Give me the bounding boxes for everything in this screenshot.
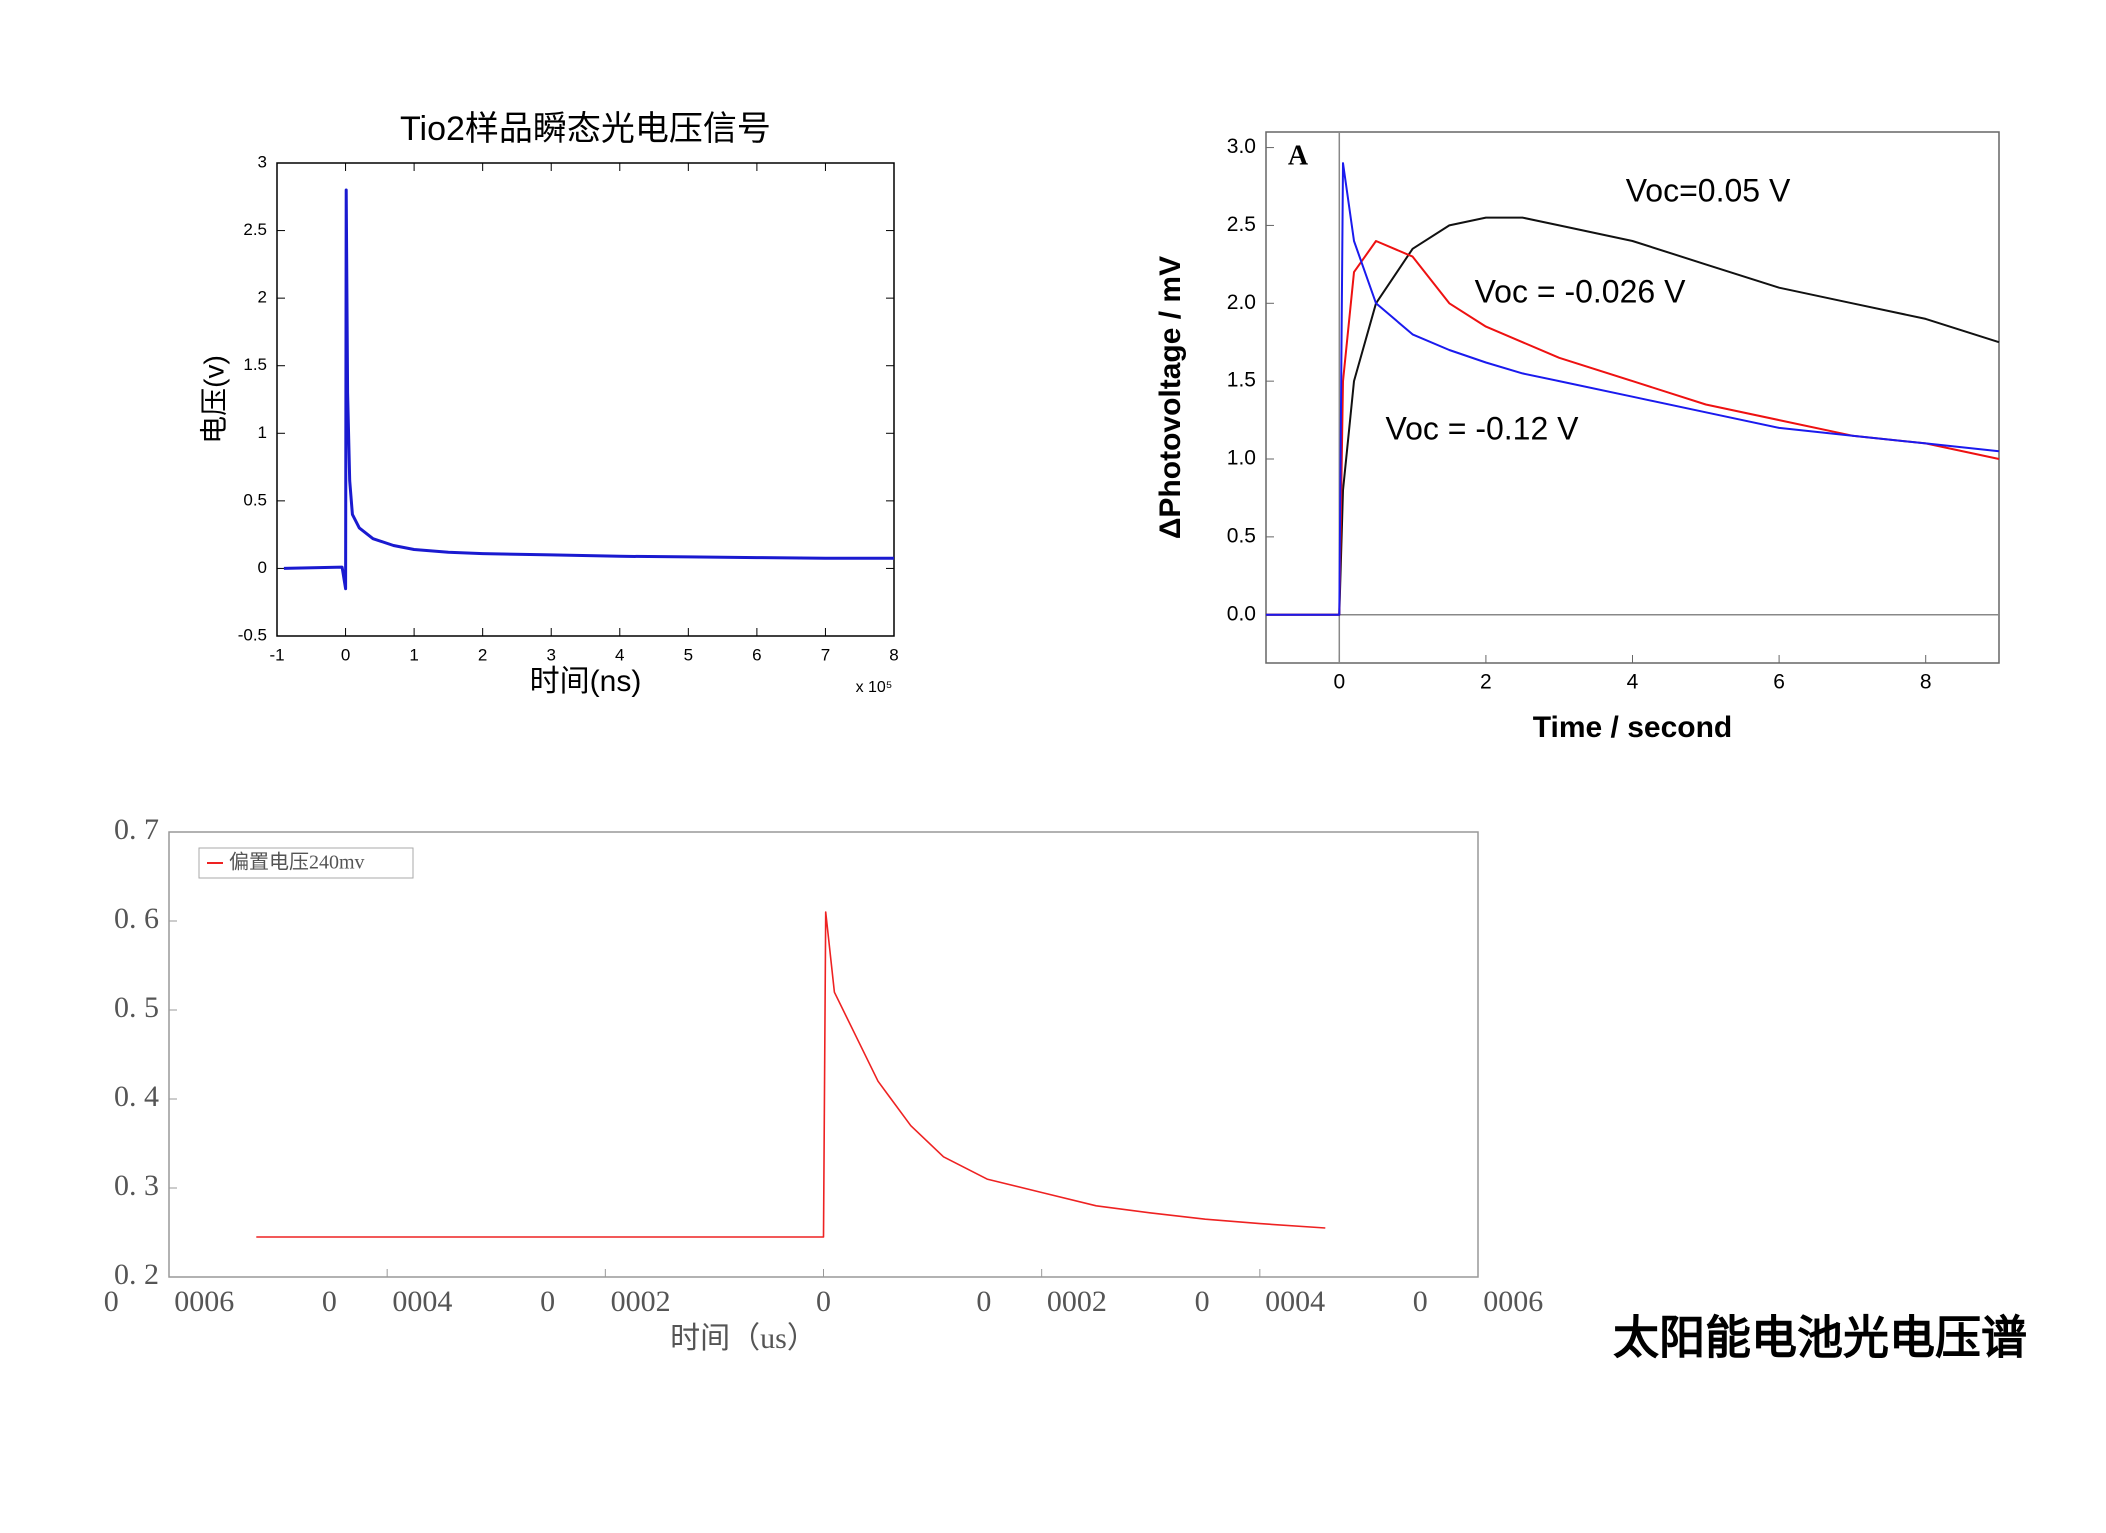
series-line bbox=[283, 188, 894, 591]
x-tick-label: 1 bbox=[409, 645, 418, 664]
caption: 太阳能电池光电压谱 bbox=[1613, 1311, 2027, 1365]
x-tick-label: 2 bbox=[478, 645, 487, 664]
series-line bbox=[1266, 216, 2000, 616]
x-axis-label: Time / second bbox=[1533, 711, 1733, 744]
y-tick-label: 0. 4 bbox=[114, 1080, 159, 1113]
x-tick-label: 4 bbox=[1627, 671, 1639, 694]
y-tick-label: 0. 3 bbox=[114, 1169, 159, 1202]
x-tick-label: 0 0006 bbox=[1413, 1285, 1544, 1318]
y-tick-label: 1.0 bbox=[1227, 447, 1256, 470]
y-tick-label: 0. 6 bbox=[114, 902, 159, 935]
x-tick-label: 0 0004 bbox=[322, 1285, 453, 1318]
x-axis-label: 时间(ns) bbox=[530, 665, 642, 698]
y-tick-label: 1.5 bbox=[243, 355, 267, 374]
series-annotation: Voc=0.05 V bbox=[1626, 172, 1791, 208]
y-tick-label: 2 bbox=[258, 288, 267, 307]
chart-title: Tio2样品瞬态光电压信号 bbox=[400, 110, 771, 148]
x-tick-label: 0 bbox=[341, 645, 350, 664]
series-line bbox=[256, 911, 1326, 1238]
x-tick-label: 6 bbox=[752, 645, 761, 664]
y-tick-label: 0.5 bbox=[1227, 524, 1256, 547]
chart: 0. 2 0. 3 0. 4 0. 5 0. 6 0. 7 0 0006 0 0004 0 00… bbox=[104, 813, 1544, 1355]
series-annotation: Voc = -0.026 V bbox=[1475, 273, 1686, 309]
y-tick-label: 2.0 bbox=[1227, 291, 1256, 314]
x-tick-label: 3 bbox=[546, 645, 555, 664]
x-tick-label: 2 bbox=[1480, 671, 1492, 694]
y-tick-label: 1 bbox=[258, 423, 267, 442]
y-tick-label: 0.5 bbox=[243, 490, 267, 509]
x-axis-label: 时间（us） bbox=[670, 1322, 817, 1355]
y-tick-label: -0.5 bbox=[238, 625, 267, 644]
y-axis-label: ΔPhotovoltage / mV bbox=[1154, 256, 1187, 539]
y-tick-label: 3.0 bbox=[1227, 135, 1256, 158]
x-tick-label: 0 0006 bbox=[104, 1285, 235, 1318]
y-tick-label: 2.5 bbox=[243, 220, 267, 239]
x-tick-label: 0 0002 bbox=[540, 1285, 671, 1318]
x-tick-label: -1 bbox=[269, 645, 284, 664]
legend-box bbox=[198, 847, 414, 879]
x-tick-label: 8 bbox=[889, 645, 898, 664]
y-axis-label: 电压(v) bbox=[198, 355, 229, 444]
x-tick-label: 5 bbox=[684, 645, 693, 664]
y-tick-label: 1.5 bbox=[1227, 369, 1256, 392]
y-tick-label: 0. 5 bbox=[114, 991, 159, 1024]
legend-label: 偏置电压240mv bbox=[229, 851, 365, 874]
series-annotation: Voc = -0.12 V bbox=[1385, 410, 1579, 446]
series-line bbox=[1266, 240, 2000, 616]
y-tick-label: 0.0 bbox=[1227, 602, 1256, 625]
y-tick-label: 0. 2 bbox=[114, 1258, 159, 1291]
x-tick-label: 0 0002 bbox=[976, 1285, 1107, 1318]
x-tick-label: 0 bbox=[1333, 671, 1345, 694]
panel-label: A bbox=[1288, 140, 1309, 171]
x-tick-label: 6 bbox=[1773, 671, 1785, 694]
series-line bbox=[1266, 162, 2000, 616]
chart: 0.0 0.5 1.0 1.5 2.0 2.5 3.0 0 2 4 6 8 Time / second Δ… bbox=[1154, 131, 2000, 744]
y-tick-label: 3 bbox=[258, 152, 267, 171]
y-tick-label: 0 bbox=[258, 558, 267, 577]
x-scale-label: x 10⁵ bbox=[856, 679, 893, 696]
x-tick-label: 0 0004 bbox=[1195, 1285, 1326, 1318]
chart: -0.5 0 0.5 1 1.5 2 2.5 3 -1 0 1 2 3 4 5 6 7 8 Tio2样品瞬态光电压信… bbox=[198, 110, 898, 698]
x-tick-label: 4 bbox=[615, 645, 624, 664]
x-tick-label: 0 bbox=[816, 1285, 831, 1318]
x-tick-label: 7 bbox=[821, 645, 830, 664]
y-tick-label: 0. 7 bbox=[114, 813, 159, 846]
x-tick-label: 8 bbox=[1920, 671, 1932, 694]
y-tick-label: 2.5 bbox=[1227, 213, 1256, 236]
plot-frame bbox=[276, 162, 895, 637]
